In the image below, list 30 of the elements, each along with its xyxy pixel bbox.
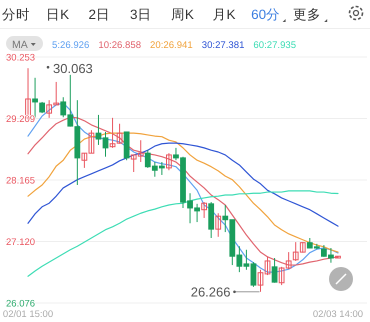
text: 20:26.941: [150, 40, 193, 51]
y-tick-label: 28.165: [6, 175, 36, 186]
text: 更多: [293, 7, 322, 22]
text: 2日: [88, 7, 110, 22]
text: 10:26.858: [98, 40, 142, 51]
annotation: 30.063: [53, 61, 93, 76]
candlestick: [166, 152, 172, 171]
y-tick-label: 29.209: [6, 114, 36, 125]
x-tick-label: 02/01 15:00: [2, 309, 54, 320]
candlestick: [116, 123, 122, 144]
text: 3日: [130, 7, 152, 22]
candlestick: [201, 202, 208, 218]
candlestick: [272, 258, 278, 284]
candlestick: [215, 212, 222, 238]
text: 60:27.935: [253, 40, 296, 51]
y-tick-label: 26.076: [6, 298, 36, 310]
text: 分时: [2, 7, 30, 22]
text: 60分: [251, 7, 280, 22]
legend-title: MA: [12, 39, 28, 51]
annotation: 26.266: [190, 284, 230, 300]
y-tick-label: 30.253: [6, 52, 36, 64]
text: 周K: [170, 7, 194, 22]
y-tick-label: 27.120: [6, 236, 36, 248]
text: 5:26.926: [52, 40, 90, 51]
text: 30:27.381: [202, 40, 244, 51]
candlestick: [110, 117, 116, 148]
text: 月K: [212, 7, 236, 22]
text: 日K: [46, 7, 70, 22]
x-tick-label: 02/03 14:00: [312, 309, 364, 320]
candlestick: [39, 101, 46, 114]
